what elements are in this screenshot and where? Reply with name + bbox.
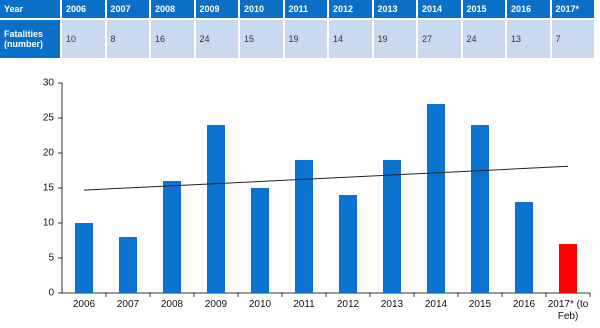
- y-tick-label: 30: [43, 78, 55, 89]
- y-tick-label: 0: [48, 288, 54, 299]
- bar: [515, 202, 533, 293]
- y-tick-label: 15: [43, 183, 55, 194]
- data-cell: 8: [106, 20, 149, 58]
- x-tick-label: 2012: [336, 299, 360, 310]
- bar: [339, 195, 357, 293]
- header-cell: 2015: [462, 0, 505, 18]
- data-cell: 24: [462, 20, 505, 58]
- data-table: Year 2006 2007 2008 2009 2010 2011 2012 2013 2014…: [0, 0, 596, 60]
- data-row: Fatalities (number) 10 8 16 24 15 19 14 19 27 24 13…: [0, 20, 594, 58]
- x-tick-label: 2016: [512, 299, 536, 310]
- header-cell: 2007: [106, 0, 149, 18]
- x-tick-label: 2011: [293, 299, 315, 310]
- bar: [295, 160, 313, 293]
- trend-line: [83, 165, 569, 191]
- y-tick-label: 10: [43, 218, 55, 229]
- header-cell: 2013: [373, 0, 416, 18]
- data-cell: 13: [507, 20, 550, 58]
- x-tick-label: 2009: [204, 299, 228, 310]
- bar: [471, 125, 489, 293]
- data-cell: 27: [418, 20, 461, 58]
- header-cell: 2014: [418, 0, 461, 18]
- bar: [559, 244, 577, 293]
- data-cell: 15: [240, 20, 283, 58]
- data-cell: 16: [151, 20, 194, 58]
- x-tick-label: 2010: [248, 299, 272, 310]
- data-cell: 10: [62, 20, 105, 58]
- bar: [383, 160, 401, 293]
- header-cell: 2011: [284, 0, 327, 18]
- bar: [251, 188, 269, 293]
- header-cell: 2012: [329, 0, 372, 18]
- x-tick-label: 2014: [424, 299, 448, 310]
- header-cell: 2017*: [551, 0, 594, 18]
- bar: [427, 104, 445, 293]
- header-cell: 2008: [151, 0, 194, 18]
- header-cell: Year: [0, 0, 60, 18]
- x-tick-label: 2008: [160, 299, 184, 310]
- data-cell: 19: [284, 20, 327, 58]
- bar: [207, 125, 225, 293]
- x-tick-label: 2015: [468, 299, 492, 310]
- data-cell: 14: [329, 20, 372, 58]
- y-tick-label: 25: [43, 113, 55, 124]
- bar: [119, 237, 137, 293]
- header-cell: 2016: [507, 0, 550, 18]
- x-tick-label: 2013: [380, 299, 404, 310]
- data-cell: Fatalities (number): [0, 20, 60, 58]
- data-cell: 19: [373, 20, 416, 58]
- data-cell: 24: [195, 20, 238, 58]
- data-cell: 7: [551, 20, 594, 58]
- x-tick-label: 2017* (to Feb): [547, 299, 589, 322]
- y-tick-label: 20: [43, 148, 55, 159]
- header-cell: 2009: [195, 0, 238, 18]
- bar: [75, 223, 93, 293]
- header-cell: 2010: [240, 0, 283, 18]
- header-cell: 2006: [62, 0, 105, 18]
- x-tick-label: 2006: [72, 299, 96, 310]
- header-row: Year 2006 2007 2008 2009 2010 2011 2012 2013 2014…: [0, 0, 594, 18]
- y-tick-label: 5: [48, 253, 54, 264]
- x-tick-label: 2007: [116, 299, 140, 310]
- bar: [163, 181, 181, 293]
